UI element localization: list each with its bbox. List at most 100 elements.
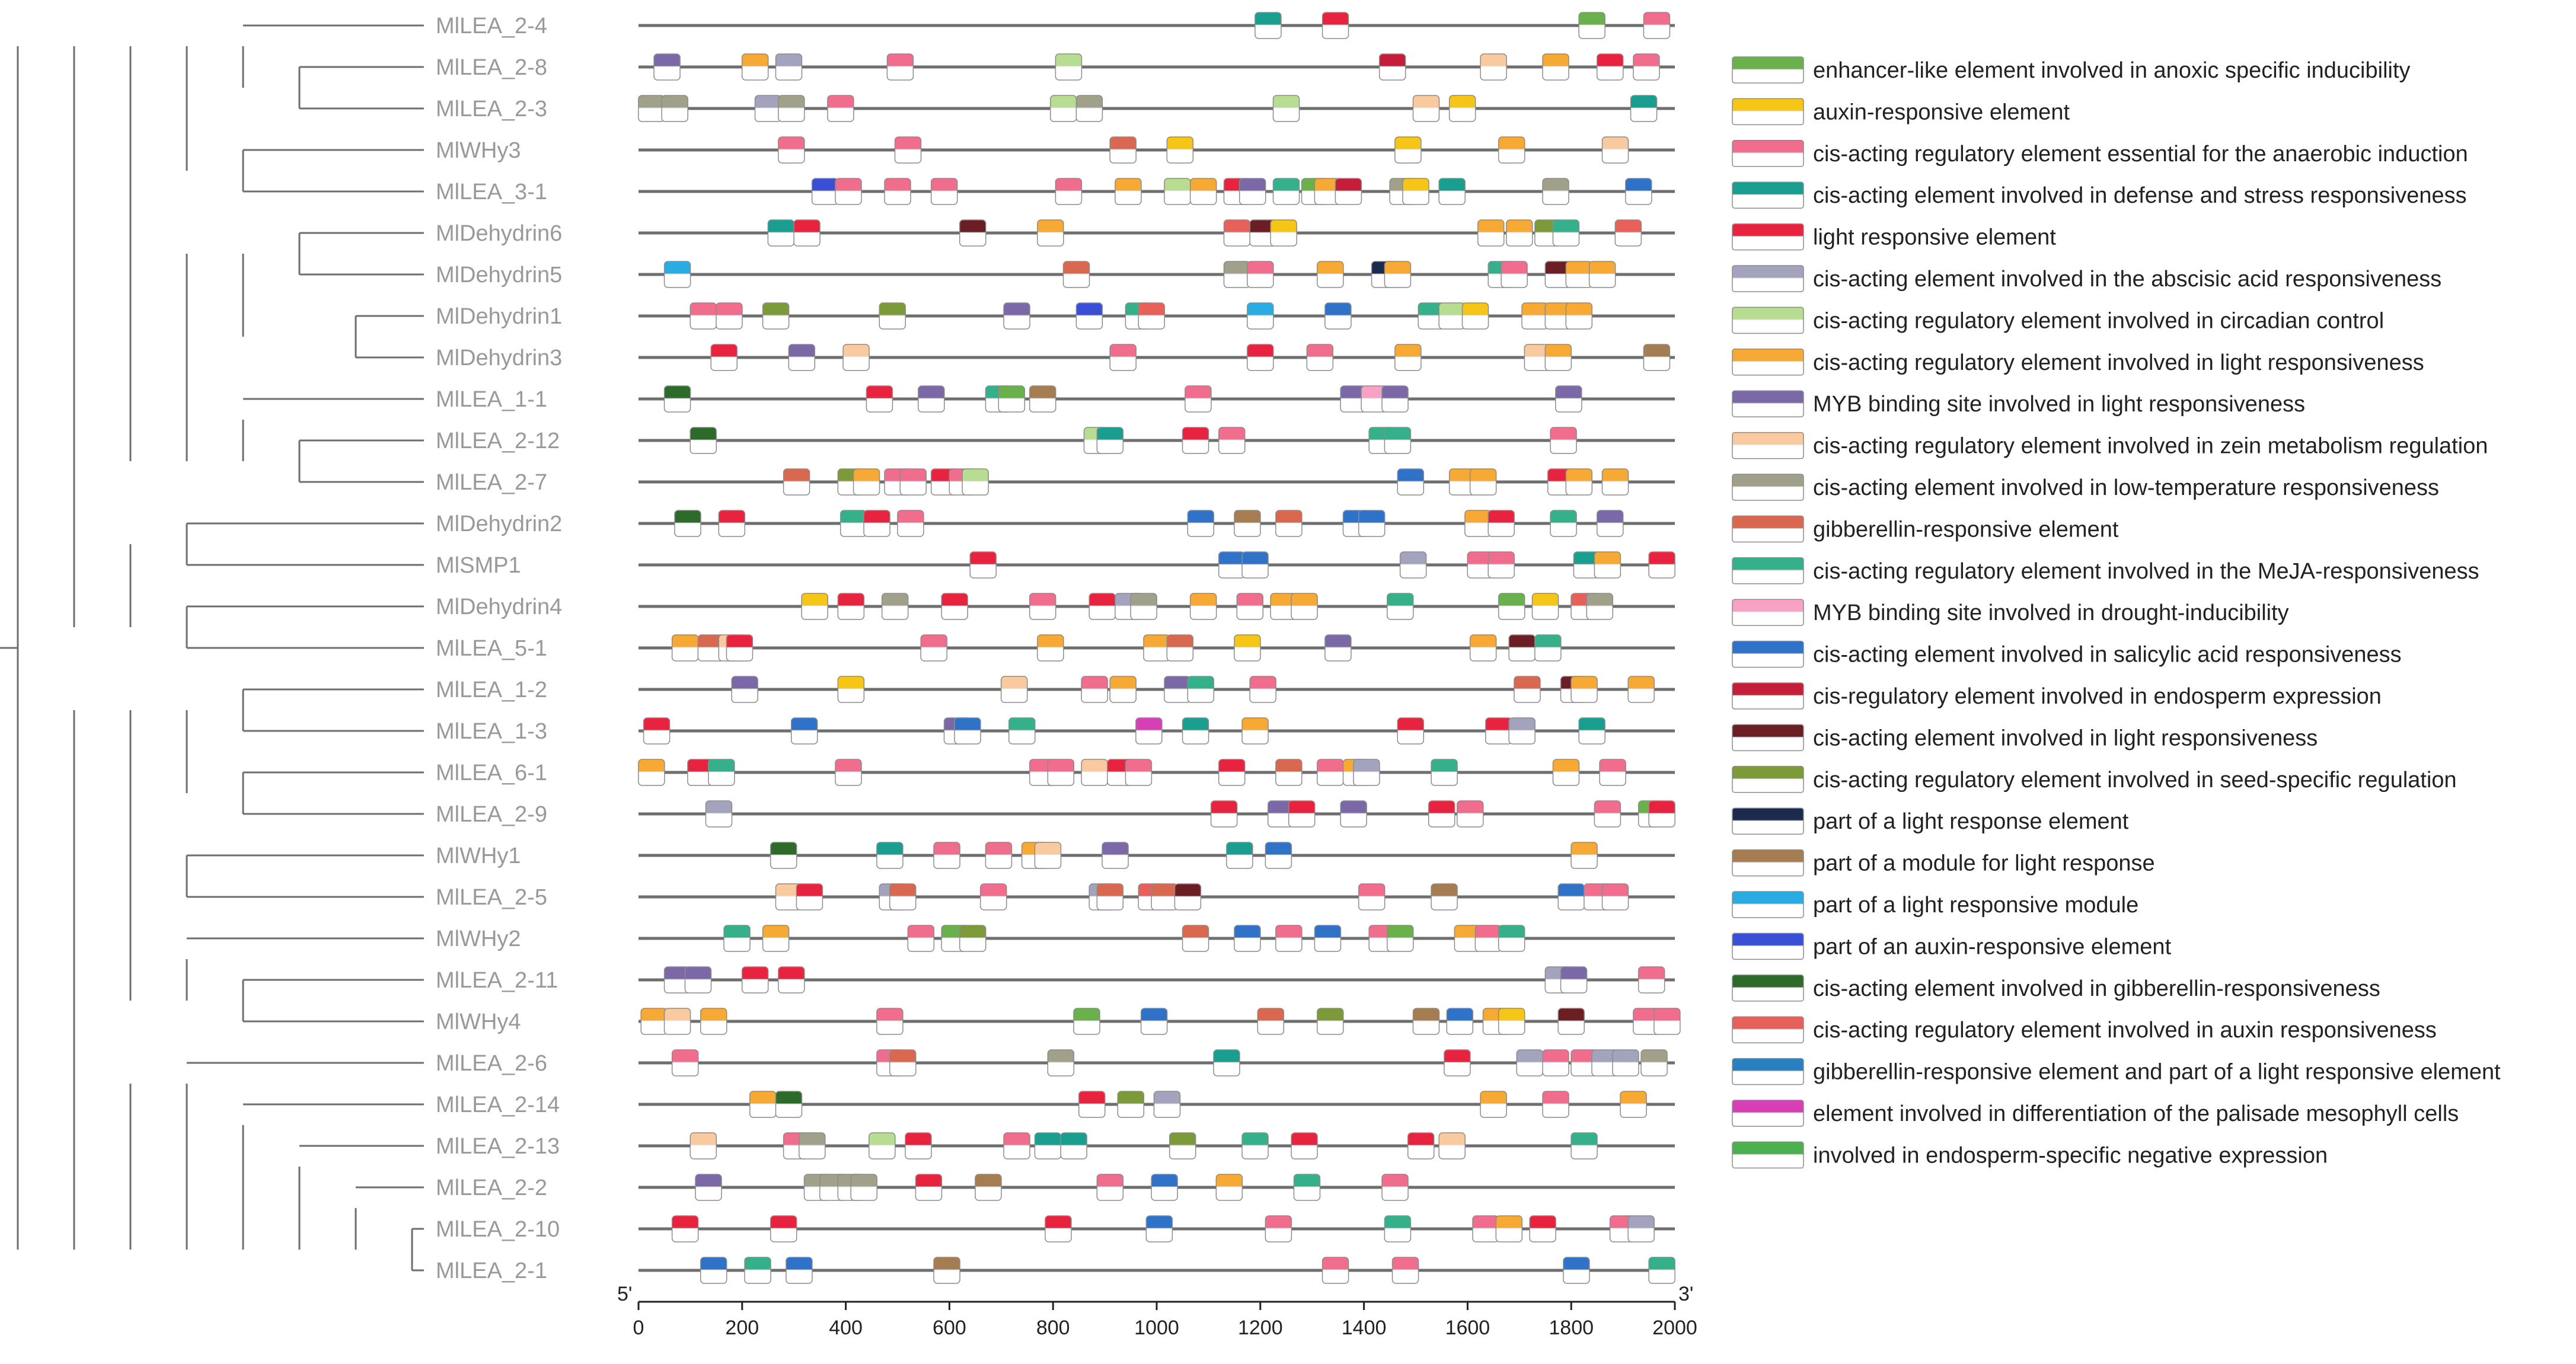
cis-element-anaerobic: [1643, 12, 1671, 39]
cis-element-zein: [1000, 676, 1028, 703]
cis-element-light: [863, 510, 890, 537]
cis-element-defense: [1096, 427, 1124, 454]
cis-element-anaerobic: [1599, 759, 1626, 786]
cis-element-anaerobic: [985, 842, 1013, 869]
gene-label: MlDehydrin1: [436, 304, 562, 329]
cis-element-light: [1247, 344, 1274, 371]
cis-element-auxin: [1166, 136, 1194, 164]
cis-element-salicylic: [1265, 842, 1292, 869]
legend-swatch: [1732, 1016, 1804, 1043]
axis-tick-label: 1400: [1342, 1317, 1387, 1339]
cis-element-anaerobic: [1654, 1008, 1681, 1035]
gene-track: [639, 883, 1675, 911]
cis-element-salicylic: [700, 1257, 727, 1284]
cis-element-lowtemp: [1223, 261, 1251, 288]
gene-label: MlLEA_2-2: [436, 1175, 547, 1200]
legend-swatch: [1732, 349, 1804, 376]
legend-label: cis-acting regulatory element involved i…: [1813, 350, 2424, 375]
cis-element-defense: [1182, 717, 1209, 745]
gene-track: [639, 634, 1675, 662]
cis-element-lightreg: [671, 634, 699, 662]
cis-element-gibb: [1275, 759, 1303, 786]
cis-element-seed: [879, 302, 906, 330]
legend-label: cis-acting regulatory element involved i…: [1813, 308, 2384, 333]
cis-element-light: [741, 966, 769, 994]
cis-element-lightreg: [1594, 551, 1621, 579]
cis-element-auxin: [1461, 302, 1489, 330]
gene-track: [639, 1049, 1675, 1076]
gene-label: MlLEA_2-3: [436, 97, 547, 122]
cis-element-lowtemp: [661, 95, 688, 122]
legend-label: enhancer-like element involved in anoxic…: [1813, 58, 2411, 83]
cis-element-salicylic: [1140, 1008, 1168, 1035]
cis-element-anaerobic: [835, 759, 862, 786]
cis-element-anaerobic: [1055, 178, 1083, 205]
gene-track: [639, 1174, 1675, 1201]
legend-swatch: [1732, 640, 1804, 668]
cis-element-anaerobic: [1474, 925, 1502, 952]
axis-tick-label: 1200: [1238, 1317, 1283, 1339]
cis-element-light: [915, 1174, 943, 1201]
axis-tick-label: 800: [1036, 1317, 1070, 1339]
cis-element-lightreg: [1189, 593, 1217, 620]
legend-label: cis-acting regulatory element essential …: [1813, 142, 2468, 167]
cis-element-lightresp2: [1508, 634, 1536, 662]
gene-label: MlLEA_2-7: [436, 470, 547, 495]
cis-element-lightreg: [1109, 676, 1137, 703]
cis-element-lightreg: [1241, 717, 1269, 745]
legend-entry: gibberellin-responsive element: [1732, 515, 2119, 543]
cis-element-seed: [959, 925, 987, 952]
legend-label: cis-acting regulatory element involved i…: [1813, 559, 2479, 584]
cis-element-auxin: [801, 593, 828, 620]
cis-element-myblight: [788, 344, 816, 371]
cis-element-module: [1643, 344, 1671, 371]
gene-label: MlSMP1: [436, 553, 521, 578]
legend-label: cis-acting regulatory element involved i…: [1813, 434, 2488, 459]
gene-track: [639, 1091, 1675, 1118]
cis-element-myblight: [695, 1174, 722, 1201]
cis-element-lowtemp: [1075, 95, 1103, 122]
cis-element-anaerobic: [1381, 1174, 1409, 1201]
gene-track: [639, 800, 1675, 828]
cis-element-circadian: [1164, 178, 1191, 205]
cis-element-light: [671, 1215, 699, 1242]
cis-element-gibb: [1275, 510, 1303, 537]
cis-element-lightreg: [1521, 302, 1549, 330]
axis-tick-label: 600: [933, 1317, 966, 1339]
cis-element-meja: [1431, 759, 1458, 786]
cis-element-meja: [1384, 427, 1412, 454]
cis-element-gibresp: [770, 842, 797, 869]
cis-element-gibresp: [690, 427, 717, 454]
legend-entry: cis-acting element involved in low-tempe…: [1732, 474, 2439, 501]
cis-element-lightreg: [1037, 219, 1064, 247]
gene-track: [639, 136, 1675, 164]
cis-element-aba: [1612, 1049, 1639, 1076]
legend-swatch: [1732, 98, 1804, 126]
cis-element-endosperm: [1378, 53, 1406, 81]
cis-element-lightreg: [1477, 219, 1505, 247]
cis-element-light: [643, 717, 671, 745]
cis-element-myblight: [684, 966, 712, 994]
cis-element-lightreg: [1498, 136, 1525, 164]
cis-element-light: [1045, 1215, 1072, 1242]
legend-label: part of an auxin-responsive element: [1813, 934, 2172, 959]
gene-track: [639, 53, 1675, 81]
cis-element-anaerobic: [1391, 1257, 1419, 1284]
cis-element-anaerobic: [1029, 593, 1056, 620]
cis-element-anaerobic: [1457, 800, 1484, 828]
cis-element-aba: [705, 800, 733, 828]
cis-element-salicylic: [1625, 178, 1652, 205]
cis-element-meja: [1241, 1132, 1269, 1159]
cis-element-meja: [708, 759, 735, 786]
cis-element-anaerobic: [894, 136, 922, 164]
cis-element-meja: [744, 1257, 771, 1284]
cis-element-meja: [1187, 676, 1215, 703]
cis-element-meja: [1008, 717, 1036, 745]
legend-label: cis-acting element involved in the absci…: [1813, 267, 2441, 292]
legend-label: cis-acting element involved in defense a…: [1813, 183, 2467, 208]
cis-element-lightreg: [1317, 261, 1344, 288]
cis-element-salicylic: [1446, 1008, 1474, 1035]
cis-element-anaerobic: [897, 510, 924, 537]
cis-element-anaerobic: [907, 925, 935, 952]
cis-element-defense: [1438, 178, 1466, 205]
